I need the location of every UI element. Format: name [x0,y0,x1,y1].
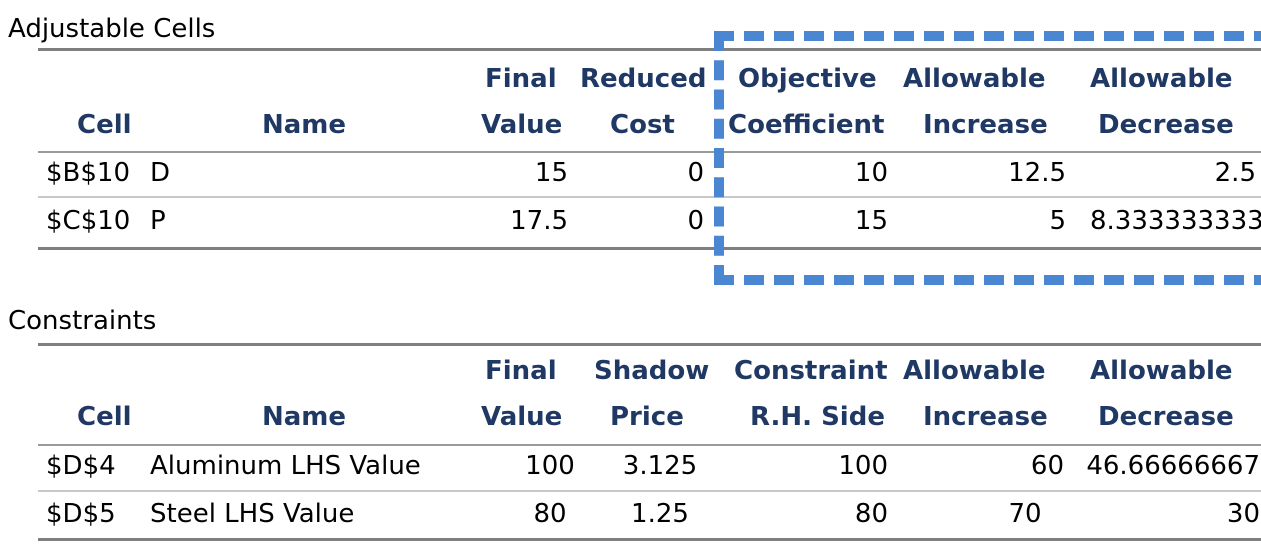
adj-header-reduced-1: Reduced [580,64,707,94]
con-header-final-2: Value [481,402,563,432]
con-header-rule [38,444,1261,446]
adj-header-allow-inc-1: Allowable [903,64,1046,94]
adj-row1-dec: 2.5 [1214,158,1256,188]
con-header-final-1: Final [485,356,557,386]
adj-row1-reduced: 0 [687,158,704,188]
adj-row1-inc: 12.5 [1008,158,1066,188]
adjustable-cells-title: Adjustable Cells [8,14,216,44]
adj-row1-objective: 10 [854,158,888,188]
con-row1-rhs: 100 [838,451,888,481]
con-row2-cell: $D$5 [46,499,116,529]
adj-row1-name: D [150,158,171,188]
con-row2-inc: 70 [1008,499,1042,529]
con-row1-name: Aluminum LHS Value [150,451,421,481]
con-row1-cell: $D$4 [46,451,116,481]
adj-header-cell: Cell [77,110,132,140]
objective-range-highlight [714,31,1261,285]
adj-row2-reduced: 0 [687,206,704,236]
adj-header-final-1: Final [485,64,557,94]
con-header-allow-inc-2: Increase [923,402,1048,432]
con-row2-final: 80 [533,499,567,529]
con-header-cell: Cell [77,402,132,432]
adj-row1-final: 15 [534,158,568,188]
con-header-allow-dec-1: Allowable [1090,356,1233,386]
adjustable-top-rule [38,48,1261,51]
adj-row2-dec: 8.333333333 [1090,206,1261,236]
con-header-allow-inc-1: Allowable [903,356,1046,386]
con-header-name: Name [262,402,347,432]
adj-row2-name: P [150,206,166,236]
adj-header-allow-dec-2: Decrease [1098,110,1234,140]
con-row2-rhs: 80 [854,499,888,529]
adj-bottom-rule [38,247,1261,250]
adj-header-allow-inc-2: Increase [923,110,1048,140]
con-header-allow-dec-2: Decrease [1098,402,1234,432]
adj-header-name: Name [262,110,347,140]
con-header-rhs-1: Constraint [734,356,888,386]
adj-header-rule [38,151,1261,153]
con-row2-shadow: 1.25 [631,499,689,529]
constraints-top-rule [38,343,1261,346]
adj-row1-cell: $B$10 [46,158,131,188]
adj-row-rule [38,196,1261,198]
con-row-rule [38,490,1261,492]
adj-header-reduced-2: Cost [610,110,675,140]
con-row1-dec: 46.66666667 [1086,451,1260,481]
adj-row2-final: 17.5 [510,206,568,236]
adj-header-objective-2: Coefficient [728,110,885,140]
adj-header-allow-dec-1: Allowable [1090,64,1233,94]
con-header-shadow-1: Shadow [594,356,710,386]
con-header-rhs-2: R.H. Side [750,402,885,432]
con-row2-name: Steel LHS Value [150,499,355,529]
con-header-shadow-2: Price [610,402,684,432]
con-bottom-rule [38,538,1261,541]
adj-row2-inc: 5 [1049,206,1066,236]
con-row1-final: 100 [525,451,575,481]
con-row1-shadow: 3.125 [622,451,698,481]
adj-header-final-2: Value [481,110,563,140]
constraints-title: Constraints [8,306,157,336]
con-row1-inc: 60 [1030,451,1064,481]
adj-row2-cell: $C$10 [46,206,131,236]
con-row2-dec: 30 [1226,499,1260,529]
adj-header-objective-1: Objective [738,64,877,94]
adj-row2-objective: 15 [854,206,888,236]
